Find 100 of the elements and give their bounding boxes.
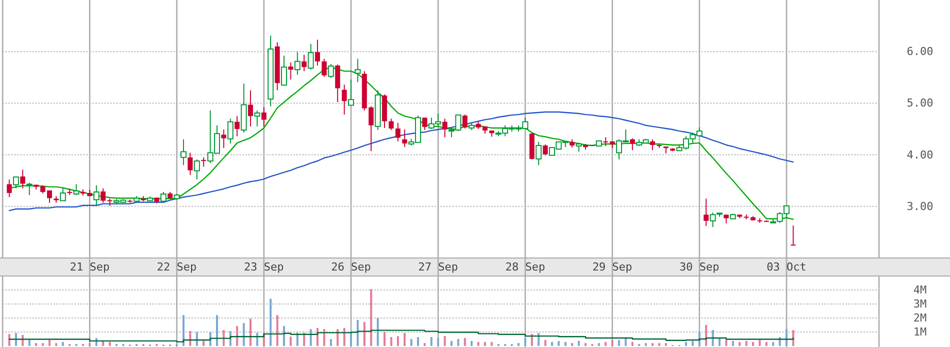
candlestick bbox=[630, 138, 635, 151]
bar bbox=[752, 342, 754, 346]
bar bbox=[558, 340, 560, 346]
bar bbox=[664, 343, 667, 346]
bar bbox=[444, 336, 446, 346]
bar bbox=[457, 339, 460, 346]
bar bbox=[376, 318, 379, 346]
bar bbox=[384, 332, 386, 346]
candlestick bbox=[13, 176, 19, 189]
x-tick-label: 27 Sep bbox=[418, 260, 458, 274]
bar bbox=[310, 329, 312, 346]
candlestick bbox=[248, 90, 254, 127]
bar bbox=[772, 342, 774, 346]
candlestick bbox=[422, 117, 428, 131]
bar bbox=[584, 343, 587, 346]
bar bbox=[189, 331, 192, 346]
candlestick bbox=[302, 54, 307, 72]
candlestick bbox=[221, 129, 226, 149]
candlestick bbox=[442, 118, 448, 138]
candlestick bbox=[308, 43, 314, 70]
bar bbox=[658, 343, 660, 346]
bar bbox=[692, 340, 694, 346]
candlestick bbox=[315, 39, 320, 66]
y-tick-label: 6.00 bbox=[906, 45, 934, 58]
line-series bbox=[8, 111, 794, 212]
bar bbox=[270, 298, 272, 346]
bar bbox=[618, 340, 620, 346]
bar bbox=[396, 336, 399, 346]
bar bbox=[430, 337, 432, 346]
bar bbox=[196, 332, 198, 346]
bar bbox=[370, 289, 372, 346]
bar bbox=[404, 332, 406, 346]
bar bbox=[644, 343, 647, 346]
bar bbox=[182, 315, 185, 346]
candlestick bbox=[160, 191, 166, 204]
candlestick bbox=[20, 169, 26, 189]
bar bbox=[732, 340, 734, 346]
bar bbox=[477, 342, 480, 346]
candlestick bbox=[26, 182, 32, 196]
bar bbox=[450, 340, 453, 346]
bar bbox=[745, 340, 748, 346]
bar bbox=[551, 342, 554, 346]
bar bbox=[62, 342, 64, 346]
candlestick bbox=[294, 52, 300, 76]
bar bbox=[725, 340, 728, 346]
bar bbox=[276, 315, 278, 346]
candlestick bbox=[395, 122, 400, 142]
candlestick bbox=[281, 55, 288, 86]
candlestick bbox=[254, 110, 260, 127]
x-tick-label: 29 Sep bbox=[592, 260, 632, 274]
y-tick-label: 1M bbox=[913, 326, 927, 338]
bar bbox=[283, 326, 286, 346]
bar bbox=[631, 342, 634, 346]
y-tick-label: 2M bbox=[913, 312, 927, 324]
bar bbox=[108, 342, 111, 346]
bar bbox=[718, 338, 721, 346]
bar bbox=[242, 323, 245, 346]
bar bbox=[88, 343, 91, 346]
candlestick bbox=[188, 152, 193, 176]
x-tick-label: 28 Sep bbox=[505, 260, 546, 274]
bar bbox=[222, 330, 225, 346]
candlestick bbox=[288, 62, 294, 80]
bar bbox=[484, 342, 486, 346]
bar bbox=[518, 343, 520, 346]
bar bbox=[216, 315, 218, 346]
bar bbox=[303, 332, 306, 346]
bar bbox=[571, 343, 574, 346]
candlestick bbox=[462, 114, 468, 129]
bar bbox=[530, 334, 533, 346]
bar bbox=[256, 332, 258, 346]
bar bbox=[55, 343, 58, 346]
bar bbox=[410, 339, 412, 346]
bar bbox=[48, 340, 50, 346]
candlestick bbox=[227, 118, 234, 144]
bar bbox=[437, 338, 440, 346]
bar bbox=[685, 342, 688, 346]
y-tick-label: 5.00 bbox=[906, 96, 934, 110]
bar bbox=[524, 338, 526, 346]
candlestick bbox=[328, 63, 334, 78]
candlestick bbox=[73, 184, 80, 196]
candlestick bbox=[107, 198, 112, 206]
candlestick bbox=[60, 187, 66, 202]
bar bbox=[250, 318, 252, 346]
bar bbox=[604, 342, 607, 346]
candlestick bbox=[194, 158, 200, 180]
bar bbox=[611, 340, 614, 346]
candlestick bbox=[542, 144, 548, 156]
candlestick bbox=[201, 156, 206, 168]
bar bbox=[236, 326, 238, 346]
bar bbox=[765, 342, 768, 346]
x-tick-label: 21 Sep bbox=[70, 260, 110, 274]
bar bbox=[330, 339, 332, 346]
bar bbox=[712, 330, 714, 346]
bar bbox=[35, 343, 38, 346]
x-tick-label: 30 Sep bbox=[680, 260, 720, 274]
candlestick bbox=[180, 138, 187, 166]
candlestick bbox=[536, 141, 542, 166]
bar bbox=[490, 342, 493, 346]
bar bbox=[470, 340, 473, 346]
bar bbox=[343, 328, 346, 346]
